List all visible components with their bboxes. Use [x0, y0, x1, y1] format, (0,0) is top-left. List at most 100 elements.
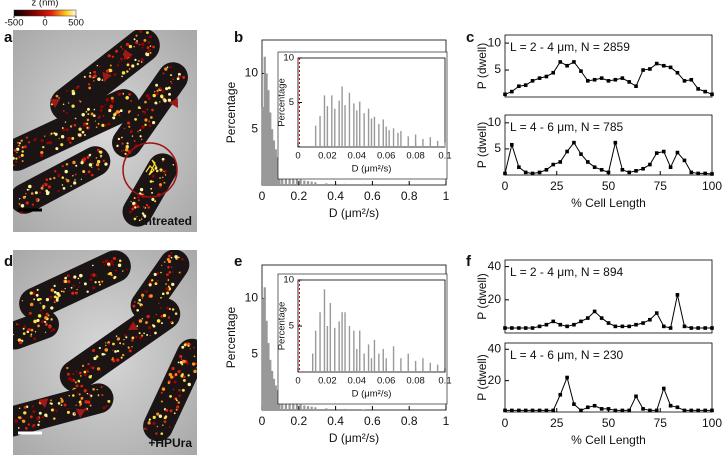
marker [599, 76, 604, 80]
localization [121, 353, 125, 357]
localization [178, 394, 182, 398]
localization [196, 367, 197, 369]
localization [159, 306, 162, 309]
localization [172, 163, 175, 166]
localization [6, 149, 9, 152]
localization [38, 411, 42, 415]
marker [682, 158, 687, 163]
localization [136, 62, 139, 66]
localization [154, 91, 156, 93]
marker [620, 324, 625, 329]
localization [126, 63, 130, 67]
localization [101, 79, 104, 81]
x-tick-label: 0.04 [348, 151, 367, 162]
marker [675, 70, 680, 75]
y-tick-label: 10 [245, 66, 259, 80]
plot-frame [504, 34, 713, 98]
localization [116, 337, 121, 341]
localization [57, 189, 60, 193]
localization [89, 72, 92, 74]
localization [83, 134, 86, 136]
localization [50, 408, 54, 412]
bar [343, 408, 346, 410]
localization [86, 368, 89, 372]
bar [348, 92, 351, 147]
localization [119, 57, 124, 61]
localization [101, 352, 105, 356]
localization [158, 183, 163, 187]
y-axis-label: P (dwell) [475, 273, 489, 319]
localization [9, 412, 11, 414]
panel-label: f [466, 253, 472, 270]
marker [599, 316, 604, 320]
localization [195, 362, 197, 365]
x-tick-label: 1 [443, 189, 450, 203]
localization [139, 336, 143, 340]
marker [517, 84, 521, 89]
bar [343, 183, 346, 185]
marker [592, 77, 597, 82]
localization [176, 405, 180, 409]
localization [65, 162, 69, 166]
localization [146, 31, 149, 34]
panel-label: d [4, 253, 13, 270]
localization [64, 287, 66, 290]
localization [34, 191, 38, 195]
arrowhead [50, 99, 60, 108]
localization [20, 139, 23, 142]
localization [86, 127, 89, 129]
localization [72, 373, 75, 375]
localization [17, 141, 19, 144]
marker [641, 407, 645, 411]
localization [42, 145, 45, 149]
localization [158, 170, 161, 172]
bar [388, 130, 390, 147]
localization [178, 389, 181, 392]
x-tick-label: 0 [295, 376, 300, 387]
localization [62, 290, 65, 293]
localization [90, 394, 93, 397]
localization [118, 61, 120, 63]
micrograph-hpura [9, 250, 197, 455]
marker [572, 402, 576, 406]
localization [107, 262, 111, 266]
marker [668, 65, 673, 70]
localization [93, 70, 97, 74]
localization [8, 150, 10, 152]
localization [29, 291, 33, 295]
localization [141, 293, 145, 297]
localization [95, 162, 100, 167]
localization [48, 325, 52, 329]
localization [132, 304, 136, 308]
marker [703, 326, 707, 330]
bar [310, 181, 313, 185]
marker [586, 160, 590, 164]
marker [648, 317, 652, 322]
localization [98, 150, 101, 153]
marker [503, 171, 507, 176]
localization [129, 129, 133, 134]
localization [32, 205, 35, 207]
localization [53, 295, 57, 299]
localization [77, 392, 79, 394]
bar [261, 106, 265, 185]
bar [295, 403, 299, 410]
x-tick-label: 0.04 [348, 376, 367, 387]
localization [39, 153, 44, 158]
localization [121, 75, 123, 78]
localization [167, 86, 171, 90]
localization [172, 78, 174, 80]
localization [136, 130, 140, 133]
localization [174, 373, 178, 376]
localization [55, 94, 59, 98]
localization [90, 112, 94, 116]
localization [171, 82, 173, 85]
localization [138, 60, 140, 62]
localization [62, 103, 65, 106]
localization [147, 206, 151, 209]
localization [141, 125, 145, 129]
localization [21, 419, 24, 421]
localization [104, 104, 106, 106]
marker [565, 375, 569, 380]
localization [169, 74, 173, 77]
